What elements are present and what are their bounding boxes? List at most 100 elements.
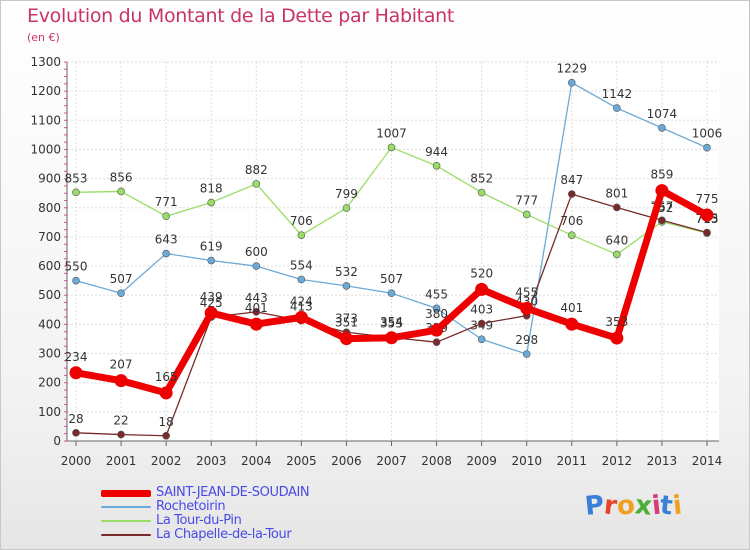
- y-tick-label: 1300: [30, 55, 61, 69]
- data-point: [655, 184, 669, 198]
- data-label: 853: [65, 171, 88, 185]
- legend-swatch: [101, 520, 151, 522]
- x-tick-label: 2000: [61, 454, 92, 468]
- data-point: [342, 204, 351, 212]
- data-label: 298: [515, 333, 538, 347]
- legend-swatch: [101, 490, 151, 497]
- data-label: 507: [380, 272, 403, 286]
- proxiti-logo: Proxiti: [583, 490, 684, 522]
- data-label: 351: [335, 316, 358, 330]
- data-point: [297, 231, 306, 239]
- data-label: 354: [380, 315, 403, 329]
- data-label: 425: [200, 296, 223, 310]
- data-label: 353: [605, 315, 628, 329]
- data-point: [159, 386, 173, 400]
- data-point: [207, 256, 216, 265]
- data-point: [477, 319, 486, 328]
- data-point: [114, 374, 128, 388]
- data-point: [477, 335, 486, 344]
- data-label: 401: [245, 301, 268, 315]
- y-tick-label: 0: [53, 434, 61, 448]
- x-tick-label: 2011: [557, 454, 588, 468]
- data-label: 207: [110, 358, 133, 372]
- data-point: [700, 208, 714, 222]
- data-label: 856: [110, 170, 133, 184]
- x-tick-label: 2013: [647, 454, 678, 468]
- data-point: [567, 78, 576, 87]
- x-tick-label: 2010: [511, 454, 542, 468]
- data-label: 424: [290, 294, 313, 308]
- data-point: [658, 124, 666, 132]
- x-tick-label: 2003: [196, 454, 227, 468]
- data-point: [567, 231, 576, 239]
- y-tick-label: 500: [38, 288, 61, 302]
- legend-swatch: [101, 534, 151, 536]
- data-label: 859: [650, 168, 673, 182]
- data-label: 507: [110, 272, 133, 286]
- y-tick-label: 100: [38, 405, 61, 419]
- data-point: [252, 308, 261, 316]
- data-label: 777: [515, 193, 538, 207]
- data-point: [522, 350, 531, 358]
- data-point: [658, 216, 666, 225]
- data-label: 1074: [647, 107, 678, 121]
- logo-letter: i: [671, 490, 684, 522]
- legend-label: SAINT-JEAN-DE-SOUDAIN: [156, 485, 310, 500]
- data-point: [204, 306, 218, 320]
- x-tick-label: 2005: [286, 454, 317, 468]
- y-tick-label: 900: [38, 172, 61, 186]
- data-point: [567, 190, 576, 198]
- x-tick-label: 2006: [331, 454, 362, 468]
- data-label: 401: [560, 301, 583, 315]
- data-point: [520, 301, 534, 315]
- y-tick-label: 1200: [30, 84, 61, 98]
- legend-label: La Chapelle-de-la-Tour: [156, 527, 292, 542]
- data-point: [162, 249, 170, 258]
- data-label: 234: [65, 350, 88, 364]
- y-tick-label: 200: [38, 376, 61, 390]
- y-tick-label: 400: [38, 317, 61, 331]
- data-label: 801: [605, 186, 628, 200]
- data-label: 550: [65, 260, 88, 274]
- y-tick-label: 600: [38, 259, 61, 273]
- data-label: 532: [335, 265, 358, 279]
- data-label: 944: [425, 145, 448, 159]
- data-label: 852: [470, 172, 493, 186]
- x-tick-label: 2008: [421, 454, 452, 468]
- data-label: 443: [245, 291, 268, 305]
- data-label: 847: [560, 173, 583, 187]
- data-label: 1229: [557, 62, 588, 76]
- x-tick-label: 2012: [602, 454, 633, 468]
- data-point: [703, 228, 711, 237]
- data-point: [117, 430, 125, 439]
- y-tick-label: 700: [38, 230, 61, 244]
- data-point: [432, 304, 441, 313]
- data-point: [294, 310, 308, 324]
- data-label: 771: [155, 195, 178, 209]
- data-point: [162, 212, 170, 221]
- chart-title: Evolution du Montant de la Dette par Hab…: [27, 5, 455, 27]
- data-label: 775: [696, 192, 719, 206]
- data-label: 413: [290, 300, 313, 314]
- data-point: [249, 317, 263, 331]
- data-label: 706: [560, 214, 583, 228]
- data-point: [522, 210, 531, 219]
- data-point: [387, 289, 396, 297]
- data-point: [72, 276, 80, 285]
- data-point: [477, 188, 486, 197]
- data-point: [252, 262, 261, 270]
- data-label: 355: [380, 317, 403, 331]
- data-label: 818: [200, 182, 223, 196]
- data-point: [475, 282, 489, 296]
- data-label: 600: [245, 245, 268, 259]
- data-point: [72, 429, 80, 437]
- data-label: 619: [200, 240, 223, 254]
- data-label: 520: [470, 266, 493, 280]
- y-tick-label: 1000: [30, 142, 61, 156]
- data-point: [207, 198, 216, 207]
- data-point: [342, 282, 351, 290]
- data-point: [613, 104, 621, 112]
- data-point: [387, 143, 396, 152]
- data-label: 373: [335, 311, 358, 325]
